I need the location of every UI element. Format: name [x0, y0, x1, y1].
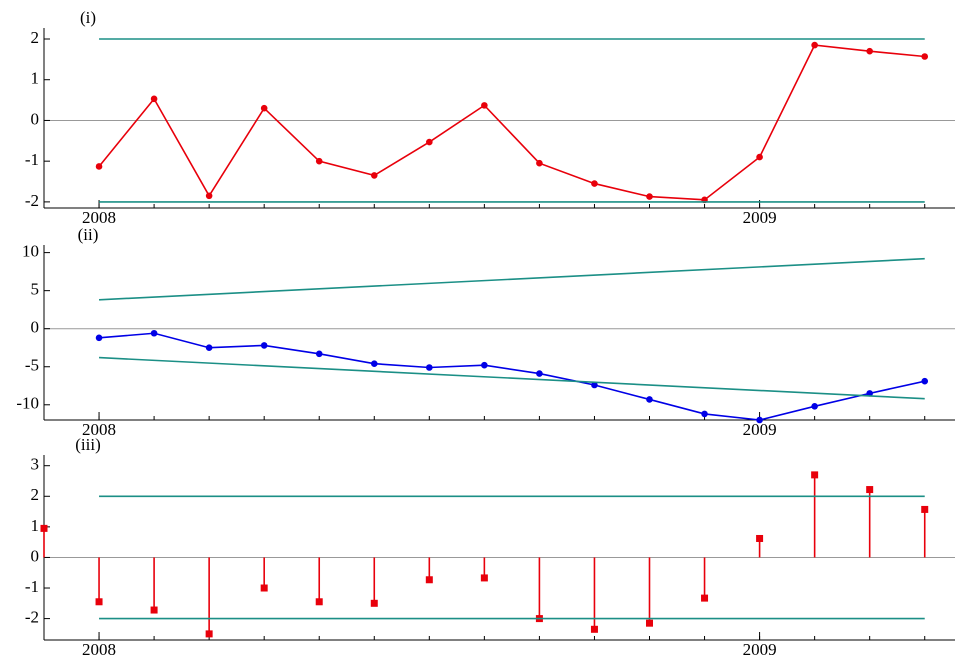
point	[646, 193, 653, 200]
y-tick-label: -2	[25, 191, 39, 210]
panel-title: (iii)	[75, 435, 101, 454]
point	[95, 163, 103, 170]
point	[811, 403, 818, 410]
y-tick-label: 0	[31, 109, 40, 128]
point	[315, 350, 323, 358]
panel-title: (ii)	[78, 225, 99, 244]
y-tick-label: 1	[31, 69, 40, 88]
stem-marker	[866, 486, 874, 494]
x-tick-label: 2009	[743, 420, 777, 439]
point	[260, 104, 268, 112]
x-tick-label: 2009	[743, 640, 777, 659]
stem-marker	[40, 524, 48, 532]
point	[536, 159, 543, 167]
y-tick-label: -1	[25, 150, 39, 169]
point	[150, 329, 158, 337]
point	[481, 102, 488, 109]
stem-marker	[205, 630, 213, 638]
point	[150, 95, 158, 103]
point	[646, 396, 653, 403]
series-line	[98, 332, 925, 421]
stem-marker	[921, 505, 929, 513]
point	[866, 390, 873, 397]
y-tick-label: -10	[16, 394, 39, 413]
stem-marker	[480, 574, 488, 582]
stem-marker	[150, 606, 158, 614]
point	[591, 180, 598, 187]
y-tick-label: 5	[31, 280, 40, 299]
series-line	[98, 44, 925, 201]
point	[315, 157, 323, 165]
y-tick-label: -2	[25, 608, 39, 627]
stem-marker	[811, 471, 819, 479]
point	[260, 342, 268, 349]
y-tick-label: -1	[25, 577, 39, 596]
point	[370, 172, 378, 179]
x-tick-label: 2008	[82, 208, 116, 227]
point	[921, 377, 929, 385]
point	[811, 41, 818, 49]
point	[536, 370, 543, 377]
point	[205, 192, 213, 200]
y-tick-label: 1	[31, 516, 40, 535]
point	[426, 138, 433, 146]
point	[756, 153, 763, 161]
point	[481, 361, 488, 369]
panel-title: (i)	[80, 8, 96, 27]
x-tick-label: 2009	[743, 208, 777, 227]
stem-marker	[645, 619, 653, 627]
stem-marker	[95, 598, 103, 606]
point	[701, 410, 708, 418]
series-line	[99, 356, 925, 400]
stem-marker	[425, 576, 433, 584]
point	[921, 53, 929, 60]
x-tick-label: 2008	[82, 420, 116, 439]
stem-marker	[315, 598, 323, 606]
series-line	[99, 257, 925, 301]
x-tick-label: 2008	[82, 640, 116, 659]
y-tick-label: 0	[31, 546, 40, 565]
point	[866, 47, 873, 55]
stem-marker	[701, 594, 709, 602]
point	[591, 381, 598, 389]
stem-marker	[260, 584, 268, 592]
stem-marker	[370, 599, 378, 607]
stem-marker	[756, 534, 764, 542]
point	[205, 344, 213, 352]
point	[426, 364, 433, 371]
point	[370, 360, 378, 367]
y-tick-label: 10	[22, 242, 39, 261]
point	[756, 416, 763, 424]
point	[95, 334, 103, 342]
y-tick-label: 0	[31, 318, 40, 337]
stem-marker	[590, 625, 598, 633]
y-tick-label: -5	[25, 356, 39, 375]
y-tick-label: 2	[31, 28, 40, 47]
y-tick-label: 2	[31, 485, 40, 504]
y-tick-label: 3	[31, 455, 40, 474]
